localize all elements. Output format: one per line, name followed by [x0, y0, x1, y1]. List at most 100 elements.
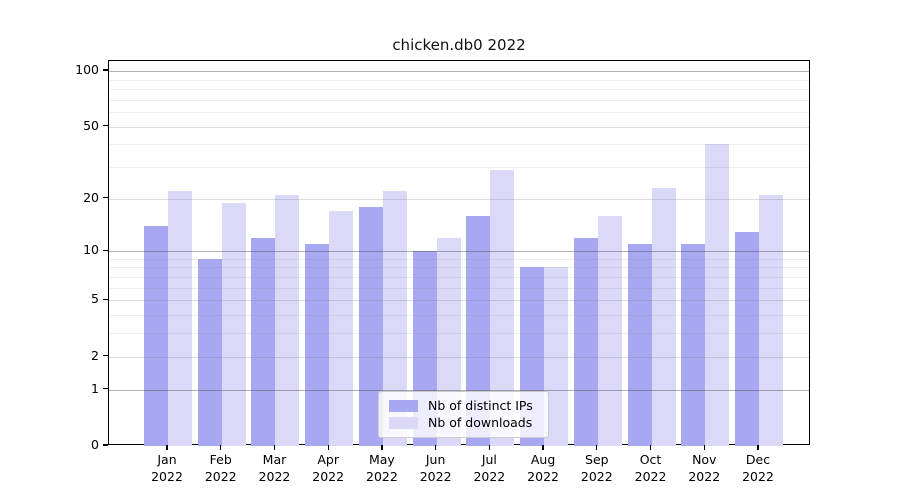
x-tick-month: Oct [639, 452, 662, 467]
x-tick-year: 2022 [258, 469, 291, 484]
grid-minor-3 [109, 333, 809, 335]
x-tick-year: 2022 [204, 469, 237, 484]
bar-distinct-ips-oct [627, 244, 652, 446]
x-tick-label-may: May 2022 [354, 451, 410, 485]
grid-5 [109, 300, 809, 302]
legend: Nb of distinct IPs Nb of downloads [378, 391, 549, 438]
x-tick-year: 2022 [688, 469, 721, 484]
x-tick-label-mar: Mar 2022 [246, 451, 302, 485]
bar-distinct-ips-jan [144, 225, 168, 446]
bar-distinct-ips-apr [305, 244, 330, 446]
x-tick-label-jun: Jun 2022 [408, 451, 464, 485]
gridlines-layer [109, 61, 809, 444]
x-tick-month: Jun [425, 452, 446, 467]
y-tick-label-10: 10 [83, 241, 99, 257]
x-tick-label-aug: Aug 2022 [515, 451, 571, 485]
x-tick-label-sep: Sep 2022 [569, 451, 625, 485]
y-tick-mark-2 [103, 355, 108, 357]
grid-minor-4 [109, 315, 809, 317]
y-tick-label-50: 50 [83, 117, 99, 133]
x-tick-label-oct: Oct 2022 [623, 451, 679, 485]
plot-area [108, 60, 810, 446]
x-tick-mark-jul [488, 445, 490, 450]
bar-downloads-mar [275, 194, 300, 446]
x-tick-month: Dec [745, 452, 771, 467]
x-tick-month: May [368, 452, 395, 467]
y-tick-mark-100 [103, 69, 108, 71]
bar-distinct-ips-dec [734, 231, 759, 446]
bar-downloads-jan [168, 191, 192, 446]
grid-2 [109, 356, 809, 358]
grid-minor-90 [109, 79, 809, 81]
x-tick-mark-dec [757, 445, 759, 450]
grid-50 [109, 126, 809, 128]
x-tick-label-dec: Dec 2022 [730, 451, 786, 485]
bar-distinct-ips-nov [681, 244, 706, 446]
y-tick-mark-5 [103, 298, 108, 301]
grid-minor-9 [109, 258, 809, 260]
x-tick-month: Apr [317, 452, 339, 467]
bar-downloads-apr [329, 211, 354, 446]
legend-row-distinct-ips: Nb of distinct IPs [389, 397, 540, 414]
bar-downloads-oct [651, 187, 676, 446]
x-tick-label-feb: Feb 2022 [193, 451, 249, 485]
grid-minor-8 [109, 267, 809, 269]
x-tick-label-jan: Jan 2022 [139, 451, 195, 485]
x-tick-year: 2022 [366, 469, 398, 484]
bar-downloads-feb [221, 202, 246, 446]
y-tick-mark-50 [103, 124, 108, 127]
bar-downloads-dec [758, 194, 783, 446]
x-tick-month: Jul [481, 452, 497, 467]
y-tick-mark-20 [103, 197, 108, 199]
x-tick-year: 2022 [312, 469, 345, 484]
y-tick-mark-0 [103, 444, 108, 446]
grid-minor-30 [109, 167, 809, 168]
x-tick-month: Jan [157, 452, 177, 467]
legend-row-downloads: Nb of downloads [389, 414, 540, 431]
y-tick-label-20: 20 [83, 189, 99, 205]
x-tick-month: Sep [585, 452, 609, 467]
x-tick-mark-may [381, 445, 383, 450]
x-tick-mark-mar [273, 445, 276, 450]
grid-20 [109, 198, 809, 200]
chart-title: chicken.db0 2022 [392, 36, 526, 54]
y-tick-label-1: 1 [91, 380, 99, 396]
grid-1 [109, 389, 809, 391]
x-tick-year: 2022 [742, 469, 774, 484]
x-tick-label-jul: Jul 2022 [461, 451, 517, 485]
x-tick-mark-oct [649, 445, 652, 450]
x-tick-year: 2022 [634, 469, 667, 484]
x-tick-label-nov: Nov 2022 [676, 451, 732, 485]
y-tick-label-2: 2 [91, 347, 99, 363]
grid-minor-80 [109, 88, 809, 90]
x-tick-month: Aug [530, 452, 556, 467]
grid-100 [109, 71, 809, 73]
y-tick-mark-1 [103, 388, 108, 390]
y-tick-label-5: 5 [91, 291, 99, 307]
legend-swatch-distinct-ips [389, 399, 418, 412]
bar-downloads-sep [597, 215, 622, 446]
x-tick-mark-aug [542, 445, 544, 450]
x-tick-year: 2022 [527, 469, 559, 484]
x-tick-mark-nov [703, 445, 705, 450]
grid-minor-60 [109, 112, 809, 114]
y-tick-mark-10 [103, 249, 108, 251]
legend-entries: Nb of distinct IPs Nb of downloads [389, 397, 540, 431]
grid-10 [109, 251, 809, 253]
legend-swatch-downloads [389, 416, 418, 429]
x-tick-year: 2022 [419, 469, 452, 484]
x-tick-year: 2022 [580, 469, 613, 484]
grid-minor-6 [109, 287, 809, 289]
x-tick-month: Mar [262, 452, 287, 467]
bar-distinct-ips-mar [251, 237, 276, 446]
x-tick-year: 2022 [151, 469, 183, 484]
legend-label-distinct-ips: Nb of distinct IPs [428, 398, 533, 413]
x-tick-mark-apr [327, 445, 329, 450]
bar-downloads-nov [705, 144, 730, 446]
legend-label-downloads: Nb of downloads [428, 415, 533, 430]
x-tick-mark-sep [596, 445, 598, 450]
x-tick-label-apr: Apr 2022 [300, 451, 356, 485]
y-tick-label-100: 100 [75, 61, 99, 77]
grid-minor-70 [109, 99, 809, 101]
bar-distinct-ips-sep [573, 237, 598, 446]
